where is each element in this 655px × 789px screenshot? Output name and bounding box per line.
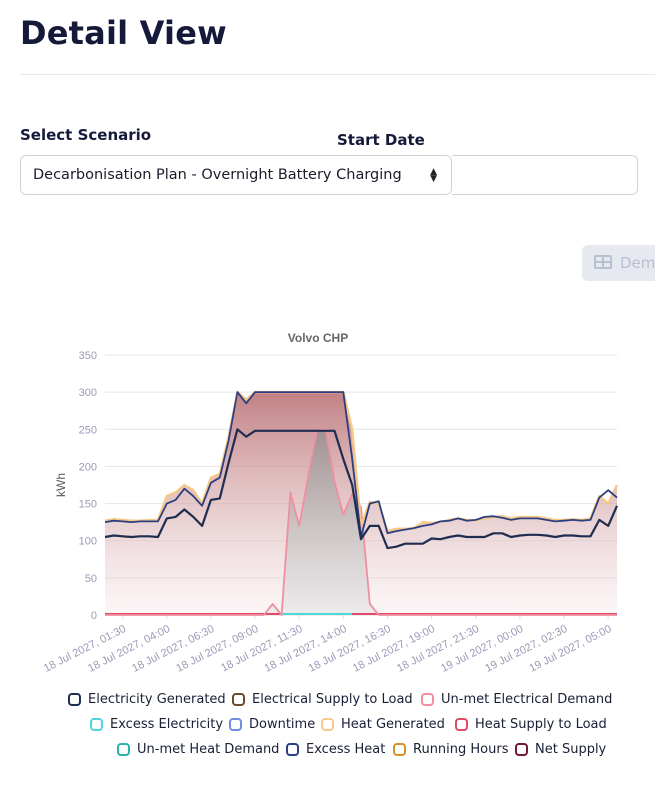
y-tick-label: 250	[79, 424, 97, 436]
page-title: Detail View	[20, 14, 227, 52]
start-date-label: Start Date	[337, 131, 425, 149]
x-tick-label: 19 Jul 2027, 05:00	[527, 623, 613, 675]
y-axis-label: kWh	[54, 473, 68, 497]
chart-title: Volvo CHP	[288, 331, 348, 345]
table-view-button[interactable]: Dem	[582, 245, 655, 281]
scenario-label: Select Scenario	[20, 126, 152, 144]
scenario-select[interactable]: Decarbonisation Plan - Overnight Battery…	[20, 155, 452, 195]
y-tick-label: 200	[79, 461, 97, 473]
un-met-electrical-demand-line	[105, 428, 617, 616]
table-icon	[594, 255, 612, 269]
y-tick-label: 0	[91, 610, 97, 622]
y-tick-label: 150	[79, 499, 97, 511]
y-tick-label: 350	[79, 350, 97, 362]
y-tick-label: 300	[79, 387, 97, 399]
table-view-button-label: Dem	[620, 254, 655, 272]
y-tick-label: 100	[79, 536, 97, 548]
start-date-input[interactable]	[452, 155, 638, 195]
scenario-select-value: Decarbonisation Plan - Overnight Battery…	[33, 167, 402, 183]
title-divider	[20, 74, 655, 75]
y-tick-label: 50	[85, 573, 97, 585]
electricity-generated-line	[104, 428, 619, 550]
heat-generated-line	[104, 390, 619, 533]
select-arrows-icon: ▲ ▼	[430, 167, 437, 184]
